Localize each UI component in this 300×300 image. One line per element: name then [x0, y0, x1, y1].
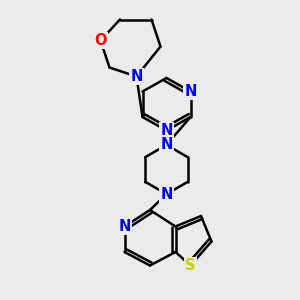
- Text: N: N: [118, 219, 131, 234]
- Text: O: O: [94, 33, 107, 48]
- Text: N: N: [184, 84, 197, 99]
- Text: N: N: [130, 69, 143, 84]
- Text: N: N: [160, 123, 173, 138]
- Text: N: N: [160, 187, 173, 202]
- Text: N: N: [160, 137, 173, 152]
- Text: S: S: [185, 258, 196, 273]
